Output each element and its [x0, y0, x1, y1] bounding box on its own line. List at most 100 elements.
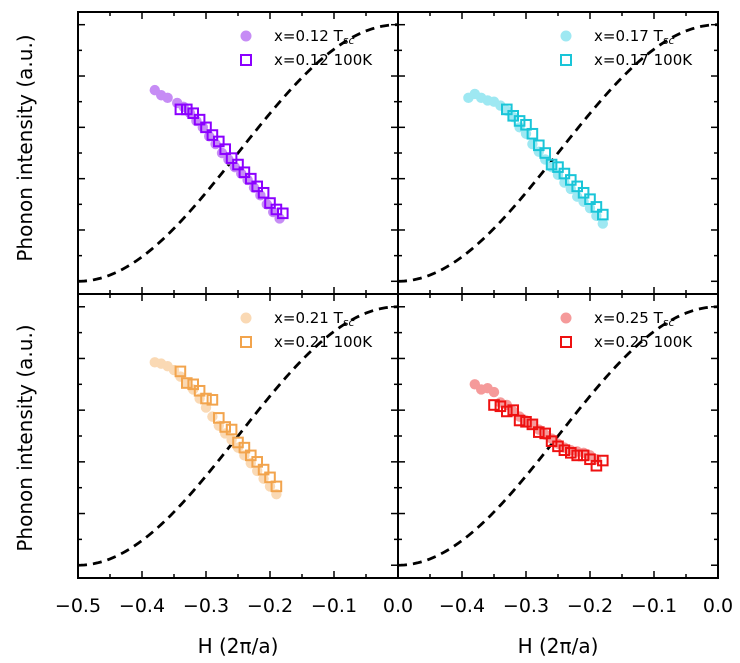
data-point-square	[565, 174, 577, 186]
data-point-square	[539, 427, 552, 440]
data-point-square	[590, 201, 603, 213]
x-tick-label: −0.3	[503, 595, 549, 617]
data-point-square	[513, 414, 526, 427]
legend-label-tsc: x=0.25 Tsc	[594, 309, 675, 329]
panel-bottom-left: −0.5 −0.4 −0.3 −0.2 −0.1 0.0x=0.21 Tscx=0.21 …	[55, 293, 413, 617]
data-point-square	[545, 158, 558, 171]
data-point-square	[526, 418, 539, 431]
data-point-square	[206, 129, 219, 141]
data-point-square	[193, 113, 206, 126]
guide-curve	[77, 23, 399, 283]
data-point-square	[520, 118, 532, 131]
data-point-circle	[597, 218, 608, 229]
data-point-square	[507, 404, 519, 416]
data-point-square	[501, 103, 513, 116]
data-point-square	[181, 377, 193, 389]
data-point-square	[270, 480, 283, 493]
data-point-square	[174, 365, 187, 378]
data-point-square	[539, 147, 552, 159]
data-point-square	[558, 167, 571, 180]
legend: x=0.17 Tsc x=0.17 100K	[560, 27, 693, 69]
data-point-circle	[162, 92, 173, 104]
data-point-square	[571, 180, 584, 193]
data-point-square	[245, 449, 257, 462]
legend: x=0.12 Tsc x=0.12 100K	[240, 27, 373, 69]
data-point-circle	[520, 128, 532, 139]
data-point-square	[264, 471, 276, 484]
data-point-square	[238, 166, 251, 179]
x-tick-label: 0.0	[383, 595, 413, 617]
x-axis-label-right: H (2π/a)	[518, 634, 599, 658]
legend-label-tsc: x=0.21 Tsc	[274, 309, 355, 329]
data-point-square	[193, 384, 206, 397]
guide-curve	[397, 305, 719, 567]
panel-bottom-right: −0.4 −0.3 −0.2 −0.1 0.0 x=0.25 Tsc x=0.25 100K	[397, 293, 733, 617]
legend-marker-circle	[240, 312, 252, 324]
data-point-square	[187, 107, 199, 120]
legend-marker-circle	[240, 30, 252, 42]
data-point-square	[213, 135, 225, 148]
data-point-square	[251, 180, 263, 193]
legend-marker-circle	[560, 30, 572, 42]
data-point-square	[225, 152, 238, 164]
data-point-square	[257, 186, 270, 199]
x-tick-label: −0.2	[567, 595, 613, 617]
x-tick-label: −0.1	[311, 595, 357, 617]
legend-label-100k: x=0.12 100K	[274, 51, 373, 69]
data-point-square	[219, 143, 231, 155]
series-squares	[501, 103, 609, 221]
data-point-square	[577, 186, 590, 199]
data-point-square	[501, 405, 513, 418]
data-point-square	[571, 449, 584, 462]
legend-marker-square	[560, 336, 572, 348]
legend-label-100k: x=0.17 100K	[594, 51, 693, 69]
data-point-square	[558, 444, 571, 457]
data-point-square	[251, 456, 263, 468]
data-point-square	[597, 208, 609, 221]
legend-label-100k: x=0.21 100K	[274, 333, 373, 351]
data-point-square	[277, 207, 289, 220]
legend-label-tsc: x=0.17 Tsc	[594, 27, 675, 47]
data-point-square	[206, 394, 219, 406]
data-point-square	[219, 421, 231, 433]
x-axis-label-left: H (2π/a)	[198, 634, 279, 658]
series-squares	[488, 399, 609, 472]
data-point-square	[526, 127, 539, 140]
data-point-square	[264, 197, 276, 209]
x-tick-label: −0.4	[119, 595, 165, 617]
legend-marker-square	[240, 54, 252, 66]
x-tick-label: −0.1	[631, 595, 677, 617]
data-point-square	[533, 426, 545, 438]
legend: x=0.25 Tsc x=0.25 100K	[560, 309, 693, 351]
legend-marker-square	[240, 336, 252, 348]
data-point-square	[213, 412, 225, 424]
guide-curve	[77, 305, 399, 567]
data-point-square	[597, 454, 609, 467]
data-point-square	[225, 423, 238, 436]
data-point-square	[174, 103, 187, 116]
data-point-square	[520, 415, 532, 428]
y-axis-label-top: Phonon intensity (a.u.)	[13, 34, 37, 261]
panels-layer: x=0.12 Tsc x=0.12 100K x=0.17 Tsc x=0.17 10…	[55, 11, 733, 617]
data-point-square	[200, 392, 212, 405]
data-point-square	[565, 446, 577, 459]
data-point-square	[257, 463, 270, 476]
x-tick-label: −0.5	[55, 595, 101, 617]
x-tick-label: −0.4	[439, 595, 485, 617]
y-axis-label-bottom: Phonon intensity (a.u.)	[13, 324, 37, 551]
data-point-square	[238, 441, 251, 454]
legend-marker-circle	[560, 312, 572, 324]
legend-label-tsc: x=0.12 Tsc	[274, 27, 355, 47]
legend: x=0.21 Tsc x=0.21 100K	[240, 309, 373, 351]
series-squares	[174, 103, 289, 220]
panel-top-right: x=0.17 Tsc x=0.17 100K	[397, 11, 719, 295]
legend-marker-square	[560, 54, 572, 66]
data-point-square	[232, 158, 244, 171]
legend-label-100k: x=0.25 100K	[594, 333, 693, 351]
data-point-square	[488, 399, 500, 411]
data-point-square	[533, 139, 545, 152]
data-point-square	[187, 378, 199, 391]
data-point-square	[200, 121, 212, 134]
